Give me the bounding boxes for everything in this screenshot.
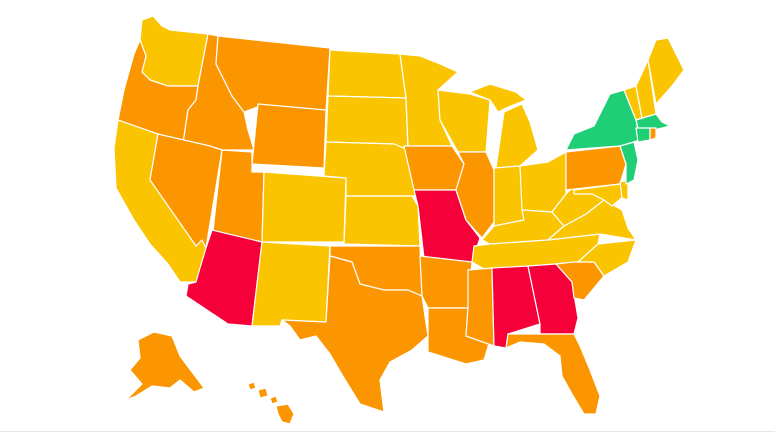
state-me[interactable] (647, 37, 685, 105)
state-ri[interactable] (649, 127, 657, 141)
state-ks[interactable] (343, 195, 421, 247)
state-nd[interactable] (327, 49, 407, 99)
state-in[interactable] (493, 165, 525, 227)
state-ar[interactable] (419, 255, 473, 309)
state-nc[interactable] (577, 239, 637, 277)
bottom-divider (0, 431, 775, 432)
state-il[interactable] (455, 151, 495, 239)
state-ak[interactable] (125, 331, 205, 401)
state-wy[interactable] (251, 103, 327, 169)
state-fl[interactable] (505, 333, 601, 415)
state-tx[interactable] (281, 255, 429, 413)
state-co[interactable] (261, 171, 347, 243)
state-nm[interactable] (251, 241, 331, 327)
state-pa[interactable] (565, 145, 627, 191)
state-ct[interactable] (635, 127, 651, 143)
state-ia[interactable] (403, 145, 465, 191)
state-de[interactable] (619, 179, 629, 201)
state-ms[interactable] (465, 267, 495, 347)
state-mi[interactable] (469, 83, 539, 169)
state-sc[interactable] (555, 261, 605, 301)
state-nv[interactable] (149, 133, 223, 249)
state-hi[interactable] (247, 381, 295, 425)
state-wa[interactable] (139, 15, 209, 87)
